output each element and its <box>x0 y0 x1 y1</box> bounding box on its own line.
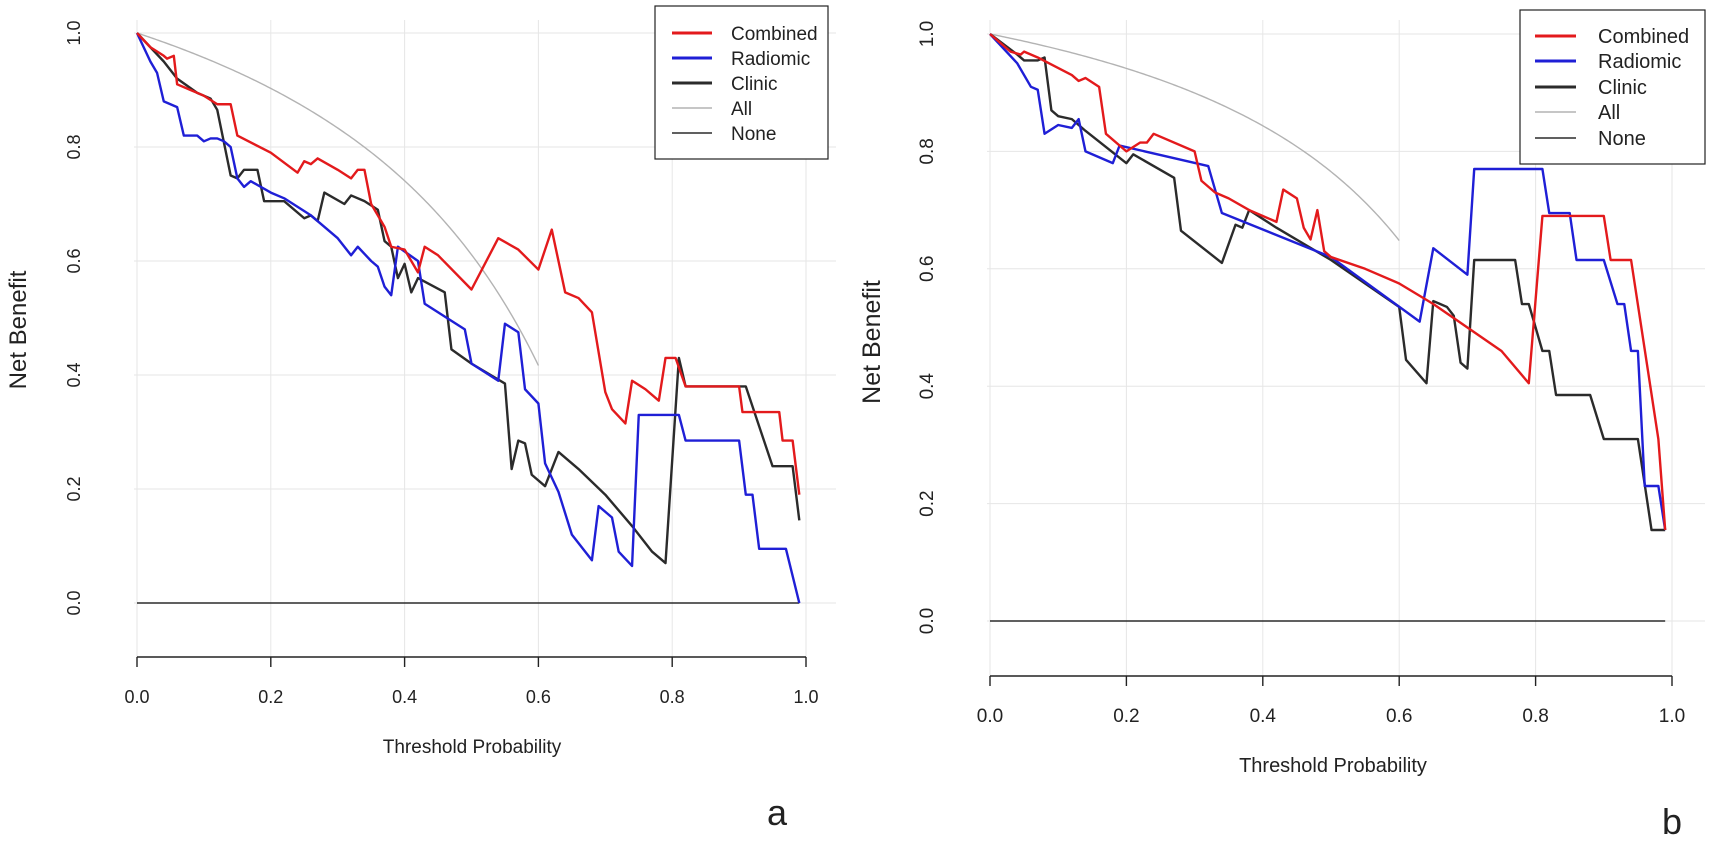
panel-b-x-axis-label: Threshold Probability <box>1239 755 1427 777</box>
panel-b-x-tick-label: 0.0 <box>977 706 1003 727</box>
panel-a: 0.0 0.2 0.4 0.6 0.8 1.0 0.0 0.2 0.4 0.6 0.8 1.0 Thr… <box>5 5 836 833</box>
panel-a-x-tick-label: 0.0 <box>124 687 149 707</box>
panel-b-legend-label-all: All <box>1598 102 1620 124</box>
panel-b-axes: 0.0 0.2 0.4 0.6 0.8 1.0 0.0 0.2 0.4 0.6 0.8 1.0 <box>917 21 1685 727</box>
panel-b-y-axis-label: Net Benefit <box>858 280 886 404</box>
panel-b-legend-label-none: None <box>1598 128 1646 150</box>
panel-b: 0.0 0.2 0.4 0.6 0.8 1.0 0.0 0.2 0.4 0.6 0.8 1.0 Thr… <box>858 9 1706 842</box>
panel-a-legend-label-all: All <box>731 99 752 120</box>
panel-b-y-tick-label: 0.0 <box>917 608 938 634</box>
panel-a-x-tick-label: 0.4 <box>392 687 417 707</box>
panel-a-axes: 0.0 0.2 0.4 0.6 0.8 1.0 0.0 0.2 0.4 0.6 0.8 1.0 <box>64 20 819 707</box>
panel-a-legend-label-none: None <box>731 124 776 145</box>
panel-b-y-tick-label: 0.6 <box>917 256 938 282</box>
panel-a-y-tick-label: 0.6 <box>64 248 84 273</box>
panel-a-legend: Combined Radiomic Clinic All None <box>654 5 829 160</box>
panel-b-lines <box>989 33 1667 622</box>
panel-a-series-clinic <box>136 32 801 565</box>
panel-b-y-tick-label: 0.2 <box>917 490 938 516</box>
panel-a-legend-label-clinic: Clinic <box>731 74 777 95</box>
panel-a-y-tick-label: 0.2 <box>64 476 84 501</box>
panel-a-x-axis-label: Threshold Probability <box>383 737 562 758</box>
panel-b-series-radiomic <box>989 33 1667 531</box>
panel-b-y-tick-label: 0.4 <box>917 373 938 400</box>
panel-a-y-tick-label: 0.0 <box>64 590 84 615</box>
panel-a-y-tick-label: 0.8 <box>64 134 84 159</box>
panel-a-y-tick-label: 0.4 <box>64 362 84 387</box>
panel-a-series-combined <box>136 32 801 495</box>
panel-b-x-tick-label: 0.4 <box>1250 706 1277 727</box>
panel-a-series-radiomic <box>135 32 801 604</box>
panel-b-x-tick-label: 0.2 <box>1113 706 1139 727</box>
panel-b-x-tick-label: 0.6 <box>1386 706 1412 727</box>
panel-b-legend-label-clinic: Clinic <box>1598 77 1647 99</box>
panel-a-legend-label-radiomic: Radiomic <box>731 49 810 70</box>
panel-a-x-tick-label: 0.8 <box>660 687 685 707</box>
panel-b-y-tick-label: 0.8 <box>917 138 938 164</box>
panel-a-legend-label-combined: Combined <box>731 24 818 45</box>
panel-b-series-combined <box>989 33 1667 531</box>
panel-a-x-tick-label: 0.6 <box>526 687 551 707</box>
panel-b-y-tick-label: 1.0 <box>917 21 938 47</box>
panel-a-x-tick-label: 0.2 <box>258 687 283 707</box>
panel-a-lines <box>135 32 801 604</box>
panel-b-legend: Combined Radiomic Clinic All None <box>1519 9 1706 165</box>
panel-a-label: a <box>767 792 788 833</box>
panel-a-x-tick-label: 1.0 <box>793 687 818 707</box>
panel-b-x-tick-label: 0.8 <box>1522 706 1548 727</box>
panel-b-series-all <box>989 33 1400 241</box>
panel-b-legend-label-combined: Combined <box>1598 26 1689 48</box>
panel-a-series-all <box>136 32 540 366</box>
panel-b-label: b <box>1662 801 1682 842</box>
panel-a-y-axis-label: Net Benefit <box>5 270 32 389</box>
panel-b-legend-label-radiomic: Radiomic <box>1598 51 1681 73</box>
panel-b-x-tick-label: 1.0 <box>1659 706 1685 727</box>
panel-a-y-tick-label: 1.0 <box>64 20 84 45</box>
